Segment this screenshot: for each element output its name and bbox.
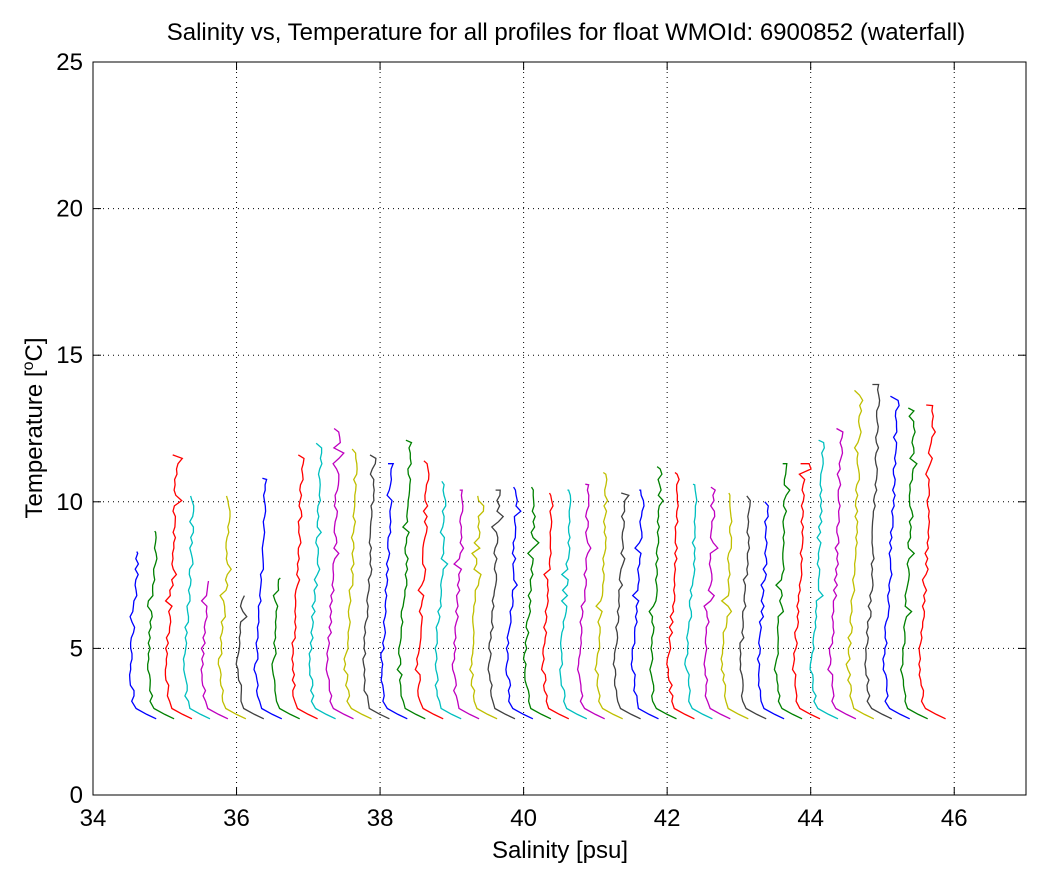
- x-tick-label: 42: [654, 805, 681, 832]
- profile-line: [217, 495, 247, 720]
- profile-line: [576, 483, 605, 720]
- y-tick-label: 0: [70, 782, 83, 809]
- profile-line: [882, 395, 910, 720]
- y-axis-label-sup: o: [20, 361, 37, 370]
- profile-line: [845, 389, 875, 720]
- profile-line: [182, 495, 211, 720]
- profile-line: [720, 492, 749, 720]
- profile-line: [128, 551, 157, 720]
- profile-line: [200, 580, 229, 720]
- profile-line: [308, 442, 336, 720]
- profile-line: [630, 489, 659, 720]
- y-axis-label-end: C]: [21, 338, 48, 362]
- profile-line: [522, 486, 552, 720]
- x-tick-label: 46: [941, 805, 968, 832]
- profile-line: [164, 454, 193, 720]
- profile-line: [739, 495, 767, 720]
- y-tick-label: 25: [56, 49, 83, 76]
- profile-line: [648, 466, 677, 720]
- grid: [93, 62, 1026, 795]
- plot-frame: [92, 61, 1027, 796]
- y-tick-label: 20: [56, 196, 83, 223]
- profile-line: [703, 486, 731, 720]
- x-tick-label: 36: [223, 805, 250, 832]
- y-tick-label: 15: [56, 342, 83, 369]
- profile-line: [434, 480, 462, 720]
- profile-line: [451, 489, 480, 720]
- y-tick-label: 5: [70, 635, 83, 662]
- x-tick-label: 38: [367, 805, 394, 832]
- x-tick-label: 40: [510, 805, 537, 832]
- profile-line: [773, 463, 803, 720]
- y-tick-label: 10: [56, 489, 83, 516]
- profile-line: [612, 492, 641, 720]
- profile-line: [325, 427, 354, 720]
- profile-line: [271, 577, 300, 720]
- profile-line: [594, 471, 623, 720]
- y-axis-label: Temperature [oC]: [20, 338, 48, 519]
- profile-line: [791, 463, 821, 720]
- profile-line: [559, 489, 588, 720]
- profile-line: [684, 483, 713, 720]
- profile-line: [487, 489, 516, 720]
- x-tick-label: 44: [797, 805, 824, 832]
- profile-line: [666, 471, 695, 720]
- profile-line: [235, 595, 265, 720]
- y-axis-label-main: Temperature [: [21, 370, 48, 518]
- profiles: [128, 383, 946, 720]
- profile-line: [756, 501, 785, 720]
- profile-line: [291, 454, 318, 720]
- profile-line: [809, 439, 839, 720]
- profile-line: [380, 463, 408, 720]
- profile-line: [540, 492, 570, 720]
- ticks: 34 36 38 40 42 44 46 0 5 10 15 20 25: [56, 49, 1026, 832]
- profile-line: [918, 404, 946, 720]
- profile-line: [396, 439, 426, 720]
- profile-line: [146, 530, 175, 720]
- profile-line: [343, 448, 372, 720]
- chart-title: Salinity vs, Temperature for all profile…: [167, 19, 966, 46]
- x-axis-label: Salinity [psu]: [492, 837, 628, 864]
- profile-line: [414, 460, 444, 720]
- profile-line: [469, 495, 498, 720]
- profile-line: [362, 454, 390, 720]
- profile-line: [505, 486, 534, 720]
- profile-line: [899, 407, 928, 720]
- profile-line: [253, 477, 283, 720]
- profile-line: [864, 383, 893, 720]
- x-tick-label: 34: [80, 805, 107, 832]
- profile-line: [827, 427, 857, 720]
